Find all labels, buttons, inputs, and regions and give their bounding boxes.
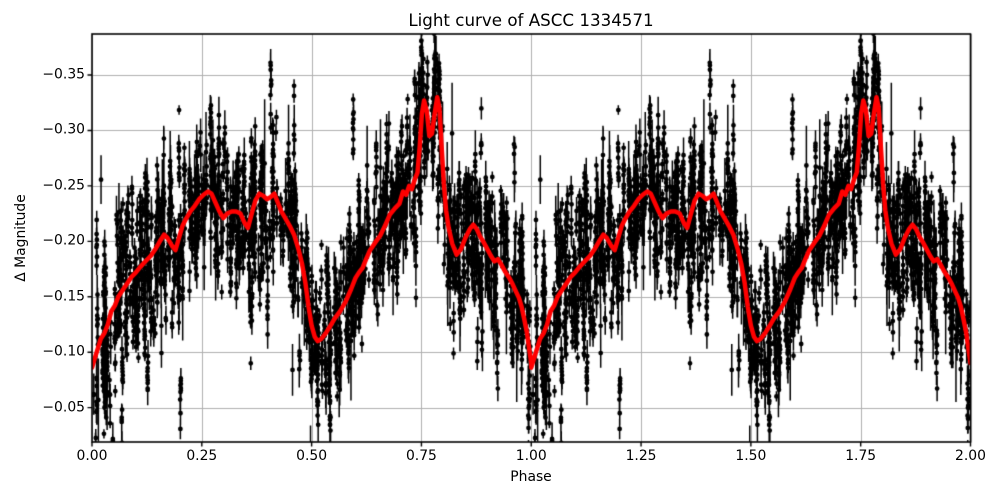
x-axis-label: Phase [510, 469, 552, 485]
chart-title: Light curve of ASCC 1334571 [408, 10, 654, 30]
x-tick-label: 1.75 [845, 448, 877, 464]
y-tick-label: −0.20 [42, 232, 85, 249]
x-tick-label: 2.00 [955, 448, 986, 464]
x-tick-label: 0.50 [296, 448, 328, 464]
y-axis-label: Δ Magnitude [13, 194, 29, 282]
x-tick-label: 1.25 [625, 448, 657, 464]
y-tick-label: −0.25 [42, 177, 85, 194]
y-tick-label: −0.15 [42, 288, 85, 305]
x-tick-label: 0.25 [186, 448, 218, 464]
y-tick-label: −0.05 [42, 399, 85, 416]
x-tick-label: 1.00 [515, 448, 547, 464]
x-tick-label: 0.00 [76, 448, 108, 464]
y-tick-label: −0.30 [42, 122, 85, 139]
y-tick-label: −0.10 [42, 343, 85, 360]
y-tick-label: −0.35 [42, 66, 85, 83]
x-tick-label: 1.50 [735, 448, 767, 464]
x-tick-label: 0.75 [405, 448, 437, 464]
